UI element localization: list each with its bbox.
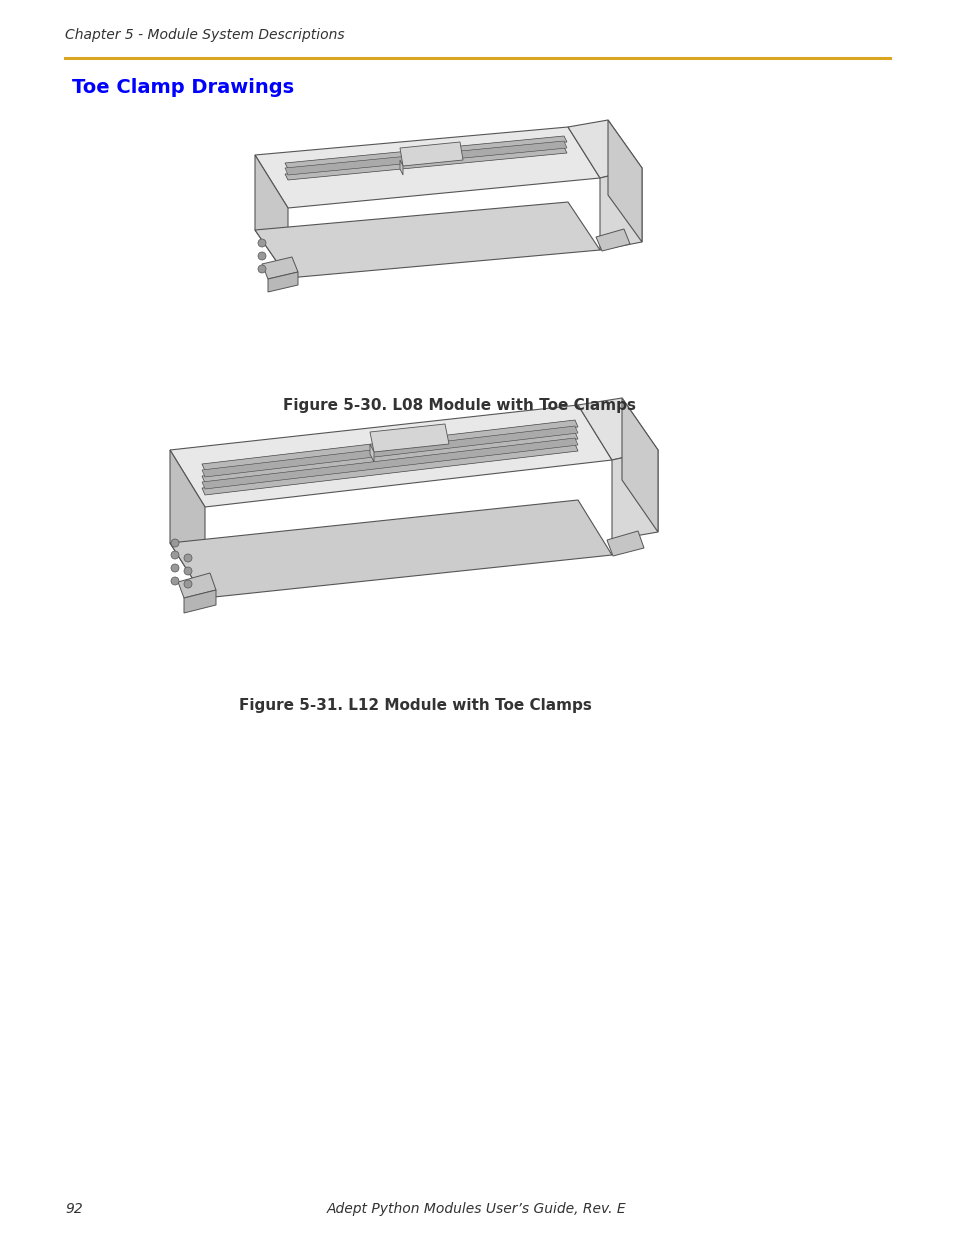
Circle shape: [184, 580, 192, 588]
Polygon shape: [178, 573, 215, 598]
Polygon shape: [254, 127, 599, 207]
Polygon shape: [567, 120, 641, 178]
Polygon shape: [184, 590, 215, 613]
Text: Adept Python Modules User’s Guide, Rev. E: Adept Python Modules User’s Guide, Rev. …: [327, 1202, 626, 1216]
Text: Figure 5-30. L08 Module with Toe Clamps: Figure 5-30. L08 Module with Toe Clamps: [283, 398, 636, 412]
Circle shape: [257, 252, 266, 261]
Polygon shape: [285, 147, 566, 180]
Circle shape: [171, 577, 179, 585]
Circle shape: [257, 266, 266, 273]
Polygon shape: [285, 141, 566, 175]
Polygon shape: [202, 426, 578, 477]
Circle shape: [171, 564, 179, 572]
Polygon shape: [370, 445, 374, 462]
Polygon shape: [596, 228, 629, 251]
Polygon shape: [202, 445, 578, 495]
Text: Chapter 5 - Module System Descriptions: Chapter 5 - Module System Descriptions: [65, 28, 344, 42]
Polygon shape: [621, 398, 658, 532]
Polygon shape: [202, 438, 578, 489]
Circle shape: [257, 240, 266, 247]
Polygon shape: [399, 142, 462, 165]
Circle shape: [171, 551, 179, 559]
Polygon shape: [285, 136, 566, 169]
Circle shape: [171, 538, 179, 547]
Text: Toe Clamp Drawings: Toe Clamp Drawings: [71, 78, 294, 98]
Polygon shape: [254, 156, 288, 278]
Circle shape: [184, 567, 192, 576]
Polygon shape: [606, 531, 643, 556]
Polygon shape: [599, 168, 641, 249]
Polygon shape: [370, 424, 449, 452]
Polygon shape: [399, 161, 402, 175]
Text: 92: 92: [65, 1202, 83, 1216]
Text: Figure 5-31. L12 Module with Toe Clamps: Figure 5-31. L12 Module with Toe Clamps: [238, 698, 591, 713]
Polygon shape: [202, 420, 578, 471]
Polygon shape: [170, 500, 612, 598]
Polygon shape: [578, 398, 658, 459]
Polygon shape: [262, 257, 297, 279]
Circle shape: [184, 555, 192, 562]
Polygon shape: [202, 432, 578, 483]
Polygon shape: [170, 450, 205, 598]
Polygon shape: [170, 405, 612, 508]
Polygon shape: [268, 272, 297, 291]
Polygon shape: [254, 203, 599, 278]
Polygon shape: [612, 450, 658, 540]
Polygon shape: [607, 120, 641, 242]
